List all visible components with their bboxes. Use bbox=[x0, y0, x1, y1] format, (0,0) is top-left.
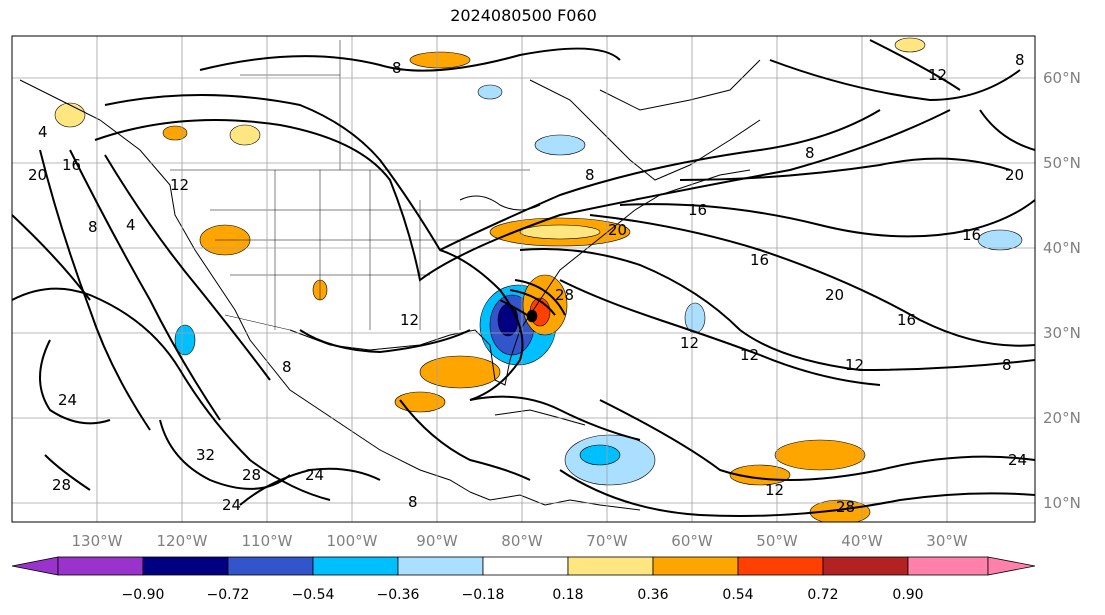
contour-label: 32 bbox=[196, 446, 215, 464]
contour-label: 24 bbox=[305, 466, 324, 484]
colorbar-tick-label: 0.36 bbox=[637, 587, 668, 603]
contour-label: 4 bbox=[126, 216, 136, 234]
contour-label: 16 bbox=[750, 251, 769, 269]
coastlines bbox=[19, 59, 761, 511]
colorbar-tick-label: −0.90 bbox=[122, 587, 165, 603]
lon-label: 90°W bbox=[416, 532, 458, 550]
contour-label: 8 bbox=[585, 166, 595, 184]
contour-label: 8 bbox=[392, 59, 402, 77]
latitude-labels: 60°N 50°N 40°N 30°N 20°N 10°N bbox=[1043, 69, 1081, 512]
lat-label: 10°N bbox=[1043, 494, 1081, 512]
contour-label: 8 bbox=[1002, 356, 1012, 374]
contour-label: 8 bbox=[88, 218, 98, 236]
lat-label: 60°N bbox=[1043, 69, 1081, 87]
lat-label: 20°N bbox=[1043, 409, 1081, 427]
map-background bbox=[12, 36, 1035, 522]
contour-label-group: 8 8 8 8 12 12 12 12 12 12 16 16 16 16 16… bbox=[28, 51, 1027, 516]
contour-label: 20 bbox=[825, 286, 844, 304]
contour-label: 4 bbox=[38, 123, 48, 141]
lon-label: 80°W bbox=[501, 532, 543, 550]
contour-label: 28 bbox=[555, 286, 574, 304]
lon-label: 60°W bbox=[671, 532, 713, 550]
colorbar-extend-high bbox=[987, 556, 1036, 576]
contour-label: 16 bbox=[897, 311, 916, 329]
colorbar-tick-label: 0.54 bbox=[722, 587, 753, 603]
colorbar-segment bbox=[57, 556, 144, 576]
colorbar-segment bbox=[822, 556, 909, 576]
colorbar-segment bbox=[652, 556, 739, 576]
lat-label: 30°N bbox=[1043, 324, 1081, 342]
contour-label: 12 bbox=[928, 66, 947, 84]
contour-label: 28 bbox=[836, 498, 855, 516]
colorbar-segment bbox=[142, 556, 229, 576]
contour-label: 28 bbox=[242, 466, 261, 484]
figure-title: 2024080500 F060 bbox=[450, 6, 597, 25]
contour-label: 16 bbox=[688, 201, 707, 219]
colorbar-ticks: −0.90 −0.72 −0.54 −0.36 −0.18 0.18 0.36 … bbox=[122, 587, 924, 603]
colorbar-tick-label: 0.72 bbox=[807, 587, 838, 603]
contour-label: 12 bbox=[170, 176, 189, 194]
lon-label: 120°W bbox=[157, 532, 208, 550]
contour-label: 20 bbox=[28, 166, 47, 184]
contour-label: 12 bbox=[765, 481, 784, 499]
lon-label: 40°W bbox=[841, 532, 883, 550]
lon-label: 70°W bbox=[586, 532, 628, 550]
contour-label: 8 bbox=[408, 493, 418, 511]
lat-label: 40°N bbox=[1043, 239, 1081, 257]
contour-label: 24 bbox=[1008, 451, 1027, 469]
contour-label: 12 bbox=[845, 356, 864, 374]
contour-label: 16 bbox=[62, 156, 81, 174]
contour-label: 24 bbox=[222, 496, 241, 514]
gridlines bbox=[12, 36, 1035, 522]
contour-label: 12 bbox=[400, 311, 419, 329]
colorbar-segment bbox=[312, 556, 399, 576]
colorbar-tick-label: −0.36 bbox=[377, 587, 420, 603]
map-frame bbox=[11, 35, 1036, 523]
contour-label: 8 bbox=[282, 358, 292, 376]
contour-label: 12 bbox=[740, 346, 759, 364]
colorbar-tick-label: −0.72 bbox=[207, 587, 250, 603]
contour-label: 8 bbox=[1015, 51, 1025, 69]
contour-label: 20 bbox=[1005, 166, 1024, 184]
lon-label: 110°W bbox=[242, 532, 293, 550]
colorbar-tick-label: 0.18 bbox=[552, 587, 583, 603]
lon-label: 130°W bbox=[72, 532, 123, 550]
colorbar-segment bbox=[737, 556, 824, 576]
lon-label: 100°W bbox=[327, 532, 378, 550]
lon-label: 30°W bbox=[926, 532, 968, 550]
colorbar bbox=[11, 556, 1036, 576]
colorbar-segment bbox=[397, 556, 484, 576]
contour-lines bbox=[12, 39, 1035, 517]
colorbar-segment bbox=[482, 556, 569, 576]
political-borders bbox=[170, 40, 530, 331]
colorbar-segment bbox=[907, 556, 989, 576]
colorbar-segment bbox=[567, 556, 654, 576]
contour-label: 12 bbox=[680, 334, 699, 352]
lat-label: 50°N bbox=[1043, 154, 1081, 172]
contour-label: 20 bbox=[608, 221, 627, 239]
colorbar-segment bbox=[227, 556, 314, 576]
contour-label: 8 bbox=[805, 144, 815, 162]
contour-label: 16 bbox=[962, 226, 981, 244]
colorbar-tick-label: −0.18 bbox=[462, 587, 505, 603]
lon-label: 50°W bbox=[756, 532, 798, 550]
colorbar-tick-label: 0.90 bbox=[892, 587, 923, 603]
colorbar-tick-label: −0.54 bbox=[292, 587, 335, 603]
contour-label: 24 bbox=[58, 391, 77, 409]
longitude-labels: 130°W 120°W 110°W 100°W 90°W 80°W 70°W 6… bbox=[72, 532, 968, 550]
colorbar-extend-low bbox=[11, 556, 59, 576]
contour-label: 28 bbox=[52, 476, 71, 494]
